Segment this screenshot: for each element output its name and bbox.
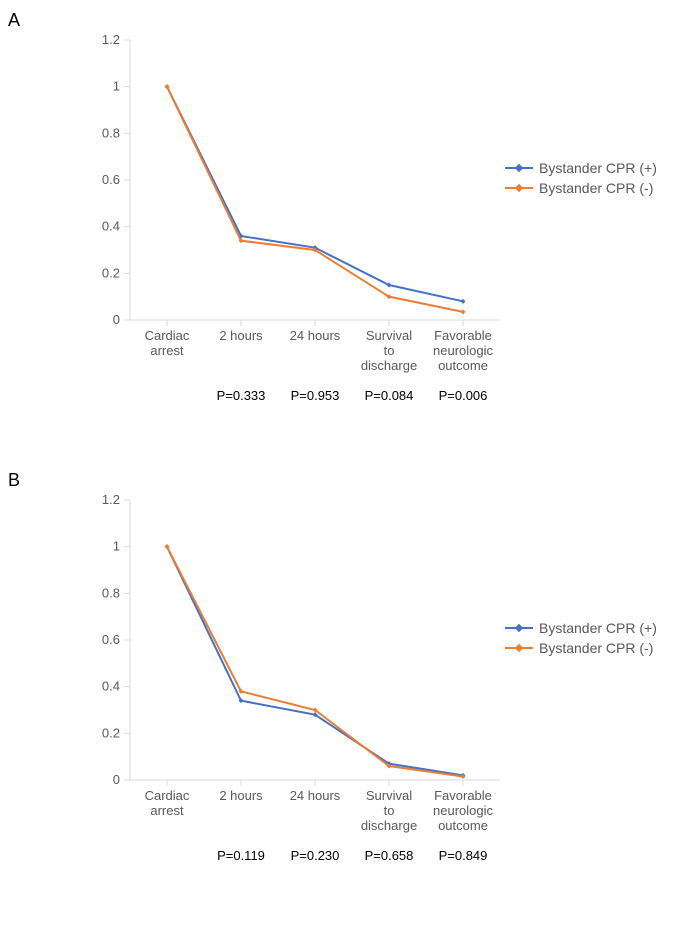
svg-text:0: 0 [113, 772, 120, 787]
svg-text:0.6: 0.6 [102, 172, 120, 187]
legend-label-minus: Bystander CPR (-) [539, 640, 653, 656]
svg-text:discharge: discharge [361, 358, 417, 373]
svg-text:0.2: 0.2 [102, 265, 120, 280]
panel-a-chart-wrap: 0 0.2 0.4 0.6 0.8 1 1.2 Cardiacarrest 2 hours 24 … [30, 15, 530, 415]
figure-container: A 00.20.40.60.811.2Cardiacarrest2 hours2… [0, 0, 685, 925]
svg-text:0.8: 0.8 [102, 125, 120, 140]
svg-text:neurologic: neurologic [433, 803, 493, 818]
svg-text:1.2: 1.2 [102, 492, 120, 507]
svg-text:24 hours: 24 hours [290, 328, 341, 343]
svg-text:0.6: 0.6 [102, 632, 120, 647]
panel-b-chart-wrap: 0 0.2 0.4 0.6 0.8 1 1.2 Cardiacarrest 2 hours 24 … [30, 475, 530, 875]
svg-text:Favorable: Favorable [434, 788, 492, 803]
svg-text:outcome: outcome [438, 358, 488, 373]
svg-text:24 hours: 24 hours [290, 788, 341, 803]
svg-text:discharge: discharge [361, 818, 417, 833]
svg-text:2 hours: 2 hours [219, 788, 263, 803]
legend-label-plus: Bystander CPR (+) [539, 160, 657, 176]
legend-swatch-minus [505, 647, 533, 649]
legend-row-plus: Bystander CPR (+) [505, 620, 657, 636]
svg-text:outcome: outcome [438, 818, 488, 833]
panel-b-label: B [8, 470, 20, 491]
svg-text:P=0.006: P=0.006 [439, 388, 488, 403]
legend-label-plus: Bystander CPR (+) [539, 620, 657, 636]
panel-b-svg: 0 0.2 0.4 0.6 0.8 1 1.2 Cardiacarrest 2 hours 24 … [30, 475, 530, 875]
panel-b-legend: Bystander CPR (+) Bystander CPR (-) [505, 620, 657, 660]
svg-text:P=0.658: P=0.658 [365, 848, 414, 863]
svg-text:P=0.119: P=0.119 [217, 848, 265, 863]
svg-text:P=0.333: P=0.333 [217, 388, 266, 403]
svg-text:Survival: Survival [366, 788, 412, 803]
svg-text:Cardiac: Cardiac [145, 328, 190, 343]
svg-text:to: to [384, 343, 395, 358]
legend-row-minus: Bystander CPR (-) [505, 180, 657, 196]
svg-text:Survival: Survival [366, 328, 412, 343]
svg-text:Favorable: Favorable [434, 328, 492, 343]
panel-a-legend: Bystander CPR (+) Bystander CPR (-) [505, 160, 657, 200]
svg-text:0.2: 0.2 [102, 725, 120, 740]
legend-row-minus: Bystander CPR (-) [505, 640, 657, 656]
svg-text:arrest: arrest [150, 803, 184, 818]
svg-text:2 hours: 2 hours [219, 328, 263, 343]
svg-text:P=0.849: P=0.849 [439, 848, 488, 863]
svg-text:0: 0 [113, 312, 120, 327]
legend-swatch-plus [505, 167, 533, 169]
svg-text:arrest: arrest [150, 343, 184, 358]
legend-swatch-minus [505, 187, 533, 189]
svg-text:P=0.230: P=0.230 [291, 848, 340, 863]
svg-text:Cardiac: Cardiac [145, 788, 190, 803]
svg-text:neurologic: neurologic [433, 343, 493, 358]
legend-row-plus: Bystander CPR (+) [505, 160, 657, 176]
svg-text:P=0.084: P=0.084 [365, 388, 414, 403]
svg-text:1: 1 [113, 79, 120, 94]
svg-text:0.4: 0.4 [102, 679, 120, 694]
svg-text:0.8: 0.8 [102, 585, 120, 600]
panel-a-label: A [8, 10, 20, 31]
svg-text:1: 1 [113, 539, 120, 554]
svg-text:1.2: 1.2 [102, 32, 120, 47]
panel-a-svg: 0 0.2 0.4 0.6 0.8 1 1.2 Cardiacarrest 2 hours 24 … [30, 15, 530, 415]
svg-text:to: to [384, 803, 395, 818]
legend-swatch-plus [505, 627, 533, 629]
svg-text:0.4: 0.4 [102, 219, 120, 234]
svg-text:P=0.953: P=0.953 [291, 388, 340, 403]
legend-label-minus: Bystander CPR (-) [539, 180, 653, 196]
